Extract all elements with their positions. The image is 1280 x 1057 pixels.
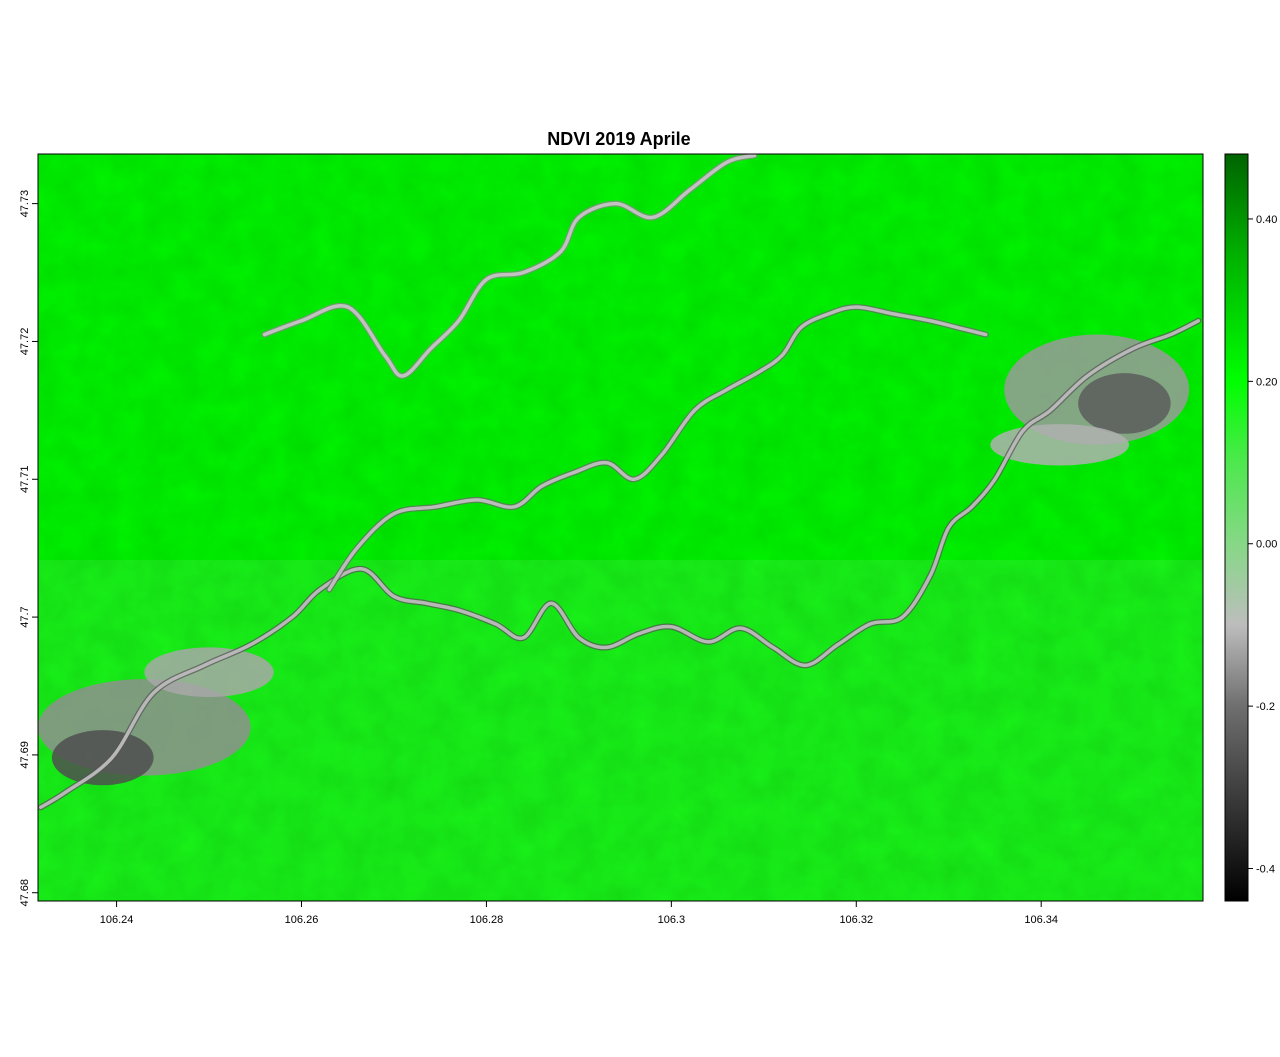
legend-tick-label: 0.20 [1256, 376, 1277, 388]
river-channels [38, 154, 1202, 811]
main-river [39, 319, 1201, 810]
x-tick-label: 106.34 [1024, 914, 1058, 926]
legend-colorbar [1224, 153, 1249, 902]
legend-tick-label: 0.40 [1256, 214, 1277, 226]
color-legend: 0.40 0.20 0.00 -0.2 -0.4 [1224, 153, 1277, 902]
y-tick-label: 47.71 [19, 465, 31, 493]
y-tick-label: 47.72 [19, 328, 31, 356]
x-tick-label: 106.24 [100, 914, 134, 926]
floodplain-patch-east-floodplain-core [1078, 373, 1171, 434]
chart-title: NDVI 2019 Aprile [547, 129, 690, 149]
y-tick-label: 47.69 [19, 741, 31, 769]
y-tick-label: 47.68 [19, 879, 31, 907]
northwest-channel [262, 154, 757, 378]
floodplain-patches [38, 334, 1190, 786]
legend-tick-label: 0.00 [1256, 539, 1277, 551]
x-axis: 106.24 106.26 106.28 106.3 106.32 106.34 [100, 901, 1058, 926]
y-tick-label: 47.73 [19, 190, 31, 218]
x-tick-label: 106.26 [285, 914, 319, 926]
north-channel [327, 305, 988, 592]
y-tick-label: 47.7 [19, 606, 31, 627]
legend-tick-label: -0.4 [1256, 864, 1275, 876]
map-frame [37, 153, 1204, 902]
floodplain-patch-east-floodplain-lower [990, 424, 1130, 466]
vegetation-texture [38, 154, 1203, 901]
legend-tick-label: -0.2 [1256, 701, 1275, 713]
x-tick-label: 106.3 [658, 914, 686, 926]
legend-ticks: 0.40 0.20 0.00 -0.2 -0.4 [1248, 214, 1277, 876]
y-axis: 47.68 47.69 47.7 47.71 47.72 47.73 [19, 190, 38, 907]
map-area [38, 154, 1203, 901]
x-tick-label: 106.28 [470, 914, 504, 926]
floodplain-patch-west-floodplain-core [51, 730, 154, 786]
floodplain-patch-west-floodplain-upper [144, 647, 274, 698]
x-tick-label: 106.32 [839, 914, 873, 926]
